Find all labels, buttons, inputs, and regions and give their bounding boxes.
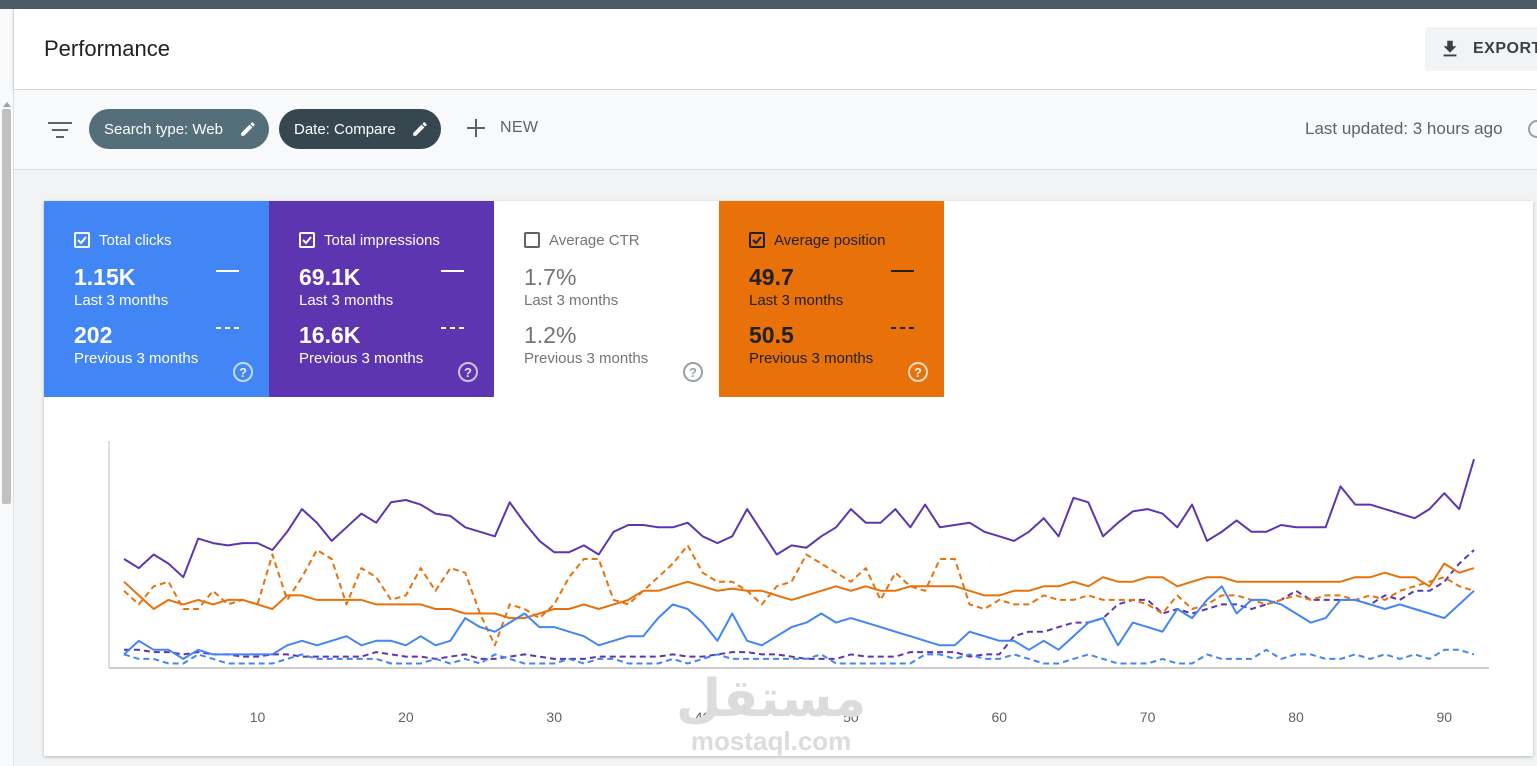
edit-pencil-icon: [413, 122, 427, 136]
metric-prev-value: 16.6K: [299, 322, 361, 348]
download-icon: [1443, 40, 1457, 57]
legend-solid-line-icon: [891, 270, 914, 272]
x-tick-label: 50: [843, 709, 859, 725]
chart-series-line-1: [124, 549, 1475, 660]
checkbox-checked-icon[interactable]: [74, 232, 90, 248]
metric-prev-period: Previous 3 months: [299, 350, 424, 367]
page-title: Performance: [44, 36, 170, 61]
chart-series-line-2: [123, 562, 1475, 620]
chart-series-line-5: [123, 648, 1475, 665]
search-type-chip-label: Search type: Web: [104, 120, 223, 138]
chart-series-line-4: [123, 585, 1475, 660]
last-updated-text: Last updated: 3 hours ago: [1305, 119, 1503, 138]
metric-value: 1.7%: [524, 264, 577, 290]
export-button[interactable]: EXPORT: [1425, 27, 1537, 71]
metric-average-ctr[interactable]: Average CTR 1.7% Last 3 months 1.2% Prev…: [494, 201, 719, 397]
metric-period: Last 3 months: [299, 292, 394, 309]
help-icon[interactable]: ?: [458, 362, 478, 382]
date-chip-label: Date: Compare: [294, 120, 396, 138]
new-filter-button[interactable]: NEW: [466, 118, 538, 138]
metric-period: Last 3 months: [524, 292, 619, 309]
checkbox-checked-icon[interactable]: [299, 232, 315, 248]
legend-dashed-line-icon: [216, 327, 239, 329]
legend-dashed-line-icon: [441, 327, 464, 329]
watermark: مستقل mostaql.com: [676, 671, 866, 755]
top-app-bar: [0, 0, 1537, 9]
chart-series-line-0: [123, 458, 1475, 579]
x-tick-label: 30: [546, 709, 562, 725]
x-tick-label: 60: [992, 709, 1008, 725]
metric-prev-period: Previous 3 months: [749, 350, 874, 367]
scroll-up-arrow-icon[interactable]: [3, 102, 11, 107]
x-tick-label: 70: [1140, 709, 1156, 725]
filter-bar: Search type: Web Date: Compare NEW Last …: [14, 90, 1537, 170]
filter-icon[interactable]: [48, 120, 72, 140]
x-tick-label: 40: [695, 709, 711, 725]
metric-prev-period: Previous 3 months: [74, 350, 199, 367]
help-icon[interactable]: ?: [233, 362, 253, 382]
metric-label: Average CTR: [549, 231, 640, 249]
metric-value: 1.15K: [74, 264, 136, 290]
x-tick-label: 80: [1288, 709, 1304, 725]
edit-pencil-icon: [241, 122, 255, 136]
export-label: EXPORT: [1473, 40, 1537, 57]
metric-total-impressions[interactable]: Total impressions 69.1K Last 3 months 16…: [269, 201, 494, 397]
x-tick-label: 10: [250, 709, 266, 725]
watermark-arabic: مستقل: [676, 669, 867, 729]
metric-value: 49.7: [749, 264, 794, 290]
legend-solid-line-icon: [216, 270, 239, 272]
plus-icon: [467, 119, 485, 137]
metric-average-position[interactable]: Average position 49.7 Last 3 months 50.5…: [719, 201, 944, 397]
performance-line-chart[interactable]: 10 20 30 40 50 60 70 80 90: [44, 397, 1533, 756]
checkbox-checked-icon[interactable]: [749, 232, 765, 248]
date-compare-chip[interactable]: Date: Compare: [279, 109, 441, 149]
x-tick-label: 20: [398, 709, 414, 725]
metric-period: Last 3 months: [74, 292, 169, 309]
help-icon[interactable]: ?: [683, 362, 703, 382]
checkbox-unchecked-icon[interactable]: [524, 232, 540, 248]
metric-prev-value: 50.5: [749, 322, 794, 348]
legend-solid-line-icon: [441, 270, 464, 272]
performance-card: Total clicks 1.15K Last 3 months 202 Pre…: [44, 201, 1533, 756]
metric-period: Last 3 months: [749, 292, 844, 309]
metric-value: 69.1K: [299, 264, 361, 290]
metric-label: Average position: [774, 231, 886, 249]
scrollbar[interactable]: [0, 9, 14, 766]
metric-label: Total impressions: [324, 231, 440, 249]
x-tick-label: 90: [1437, 709, 1453, 725]
metric-label: Total clicks: [99, 231, 172, 249]
chart-series-line-3: [123, 544, 1475, 647]
metric-prev-value: 1.2%: [524, 322, 577, 348]
search-type-chip[interactable]: Search type: Web: [89, 109, 269, 149]
scrollbar-thumb[interactable]: [2, 109, 11, 504]
legend-dashed-line-icon: [891, 327, 914, 329]
page-header: Performance EXPORT: [14, 9, 1537, 89]
watermark-latin: mostaql.com: [690, 726, 852, 756]
help-icon[interactable]: [1528, 120, 1537, 138]
metric-prev-value: 202: [74, 322, 113, 348]
metric-prev-period: Previous 3 months: [524, 350, 649, 367]
new-filter-label: NEW: [500, 119, 539, 136]
help-icon[interactable]: ?: [908, 362, 928, 382]
metric-total-clicks[interactable]: Total clicks 1.15K Last 3 months 202 Pre…: [44, 201, 269, 397]
